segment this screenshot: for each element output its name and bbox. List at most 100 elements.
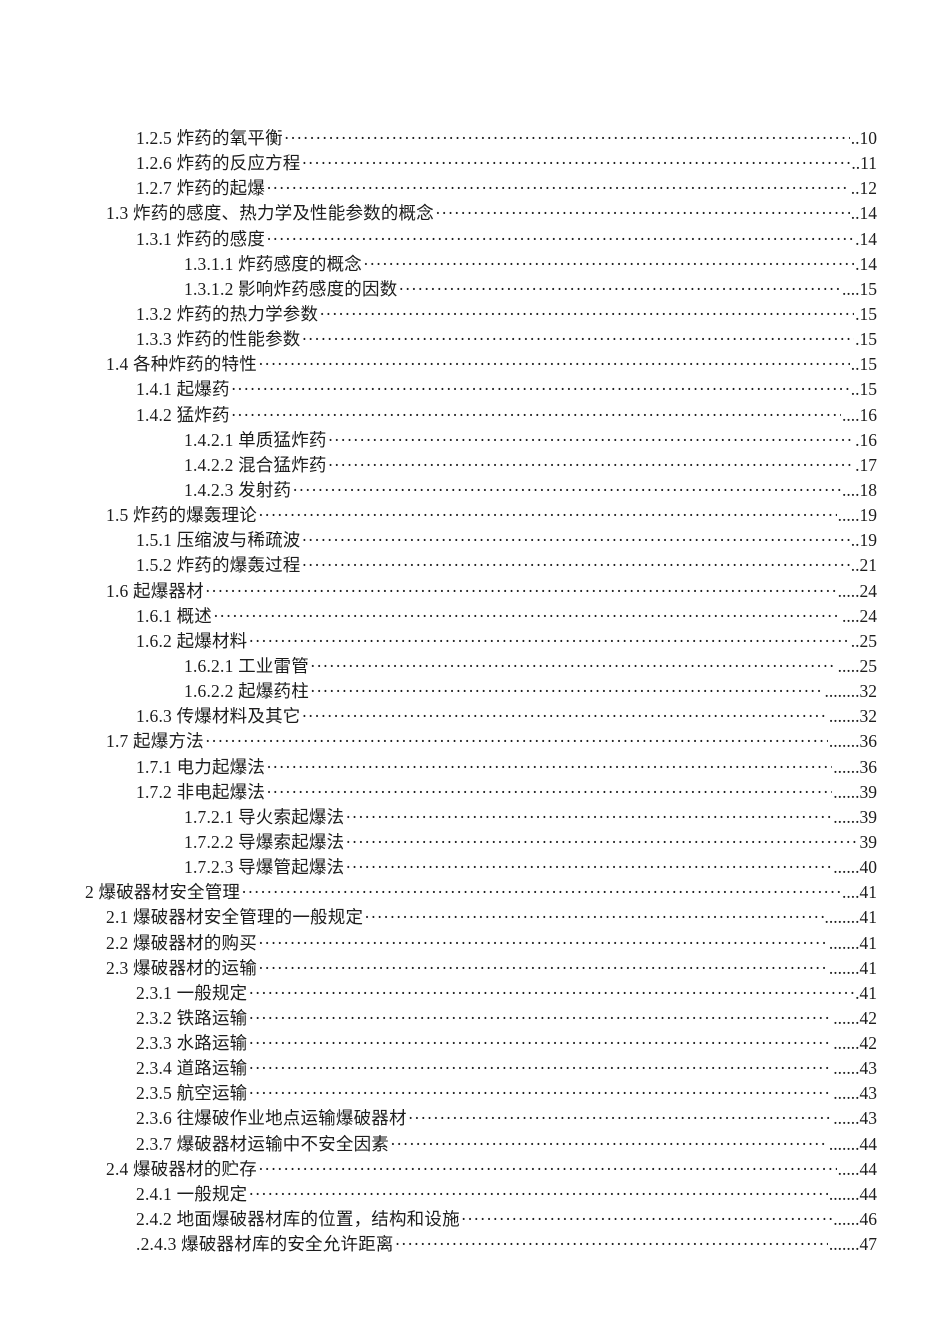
toc-entry-label: 2.3.2 铁路运输 [136,1007,248,1028]
toc-entry-page: ..11 [851,153,877,174]
toc-entry: 2.4 爆破器材的贮存 ·····························… [0,1157,877,1182]
toc-entry: 2.4.2 地面爆破器材库的位置，结构和设施 ··················… [0,1207,877,1232]
toc-entry-label: .2.4.3 爆破器材库的安全允许距离 [136,1234,394,1255]
toc-entry-page: ....41 [842,882,877,903]
toc-entry-page: ..10 [850,128,877,148]
toc-entry-page: .......36 [828,731,877,752]
toc-entry-label: 2.4.1 一般规定 [136,1183,248,1204]
toc-entry-page: ..21 [850,555,877,576]
toc-entry: 2.3.7 爆破器材运输中不安全因素 ······················… [0,1132,877,1157]
toc-entry-page: 39 [859,831,878,852]
toc-entry: 1.6.3 传爆材料及其它 ···························… [0,704,877,729]
dot-leader: ········································… [327,429,855,450]
toc-entry: 1.3 炸药的感度、热力学及性能参数的概念 ···················… [0,201,877,226]
toc-entry-label: 2.3.6 往爆破作业地点运输爆破器材 [136,1108,407,1129]
dot-leader: ········································… [248,1058,832,1079]
dot-leader: ········································… [204,731,828,752]
dot-leader: ········································… [248,1033,832,1054]
dot-leader: ········································… [292,479,841,500]
toc-entry: 1.7.1 电力起爆法 ·····························… [0,755,877,780]
toc-entry-page: ....18 [842,479,877,500]
dot-leader: ········································… [309,681,824,702]
toc-entry-page: .14 [855,228,877,249]
toc-entry-label: 2.3.5 航空运输 [136,1083,248,1104]
toc-entry-label: 2.3.4 道路运输 [136,1058,248,1079]
dot-leader: ········································… [241,882,841,903]
dot-leader: ········································… [248,1007,832,1028]
toc-entry: 2.3.2 铁路运输 ······························… [0,1006,877,1031]
toc-entry-page: .......47 [828,1234,877,1255]
toc-entry-label: 1.4.1 起爆药 [136,379,230,400]
toc-entry: 1.7.2.3 导爆管起爆法 ··························… [0,855,877,880]
toc-entry-label: 2.4.2 地面爆破器材库的位置，结构和设施 [136,1209,460,1230]
dot-leader: ········································… [266,228,855,249]
toc-entry-label: 1.2.6 炸药的反应方程 [136,153,301,174]
toc-entry: 1.3.1.1 炸药感度的概念 ·························… [0,252,877,277]
dot-leader: ········································… [257,354,850,375]
toc-entry: .2.4.3 爆破器材库的安全允许距离 ·····················… [0,1232,877,1257]
toc-entry: 1.4.2.1 单质猛炸药 ···························… [0,428,877,453]
dot-leader: ········································… [345,831,858,852]
dot-leader: ········································… [301,706,827,727]
toc-entry-page: ..15 [850,379,877,400]
toc-entry: 2.3.6 往爆破作业地点运输爆破器材 ·····················… [0,1106,877,1131]
toc-entry-page: ......40 [833,857,877,878]
dot-leader: ········································… [345,806,833,827]
dot-leader: ········································… [301,153,850,174]
toc-entry: 2.2 爆破器材的购买 ·····························… [0,931,877,956]
dot-leader: ········································… [345,857,833,878]
dot-leader: ········································… [257,1158,837,1179]
toc-entry: 2.3 爆破器材的运输 ·····························… [0,956,877,981]
toc-entry: 2.3.1 一般规定 ······························… [0,981,877,1006]
toc-entry: 1.6.1 概述 ································… [0,604,877,629]
toc-entry-page: ..15 [850,354,877,375]
toc-entry: 1.5.1 压缩波与稀疏波 ···························… [0,528,877,553]
dot-leader: ········································… [283,128,850,148]
dot-leader: ········································… [248,630,850,651]
toc-entry: 1.4.2.2 混合猛炸药 ···························… [0,453,877,478]
toc-entry-label: 2.2 爆破器材的购买 [106,932,257,953]
toc-entry-page: .......44 [828,1133,877,1154]
dot-leader: ········································… [309,655,837,676]
toc-entry-label: 1.2.7 炸药的起爆 [136,178,266,199]
toc-entry-label: 1.4.2.2 混合猛炸药 [184,454,327,475]
toc-entry-page: .17 [855,454,877,475]
toc-entry-page: .....25 [837,655,877,676]
toc-entry-label: 1.3.3 炸药的性能参数 [136,329,301,350]
toc-entry-label: 2.3.3 水路运输 [136,1033,248,1054]
toc-entry-page: ....15 [842,278,877,299]
dot-leader: ········································… [204,580,837,601]
dot-leader: ········································… [248,1183,828,1204]
toc-entry-label: 1.3.1.2 影响炸药感度的因数 [184,278,398,299]
toc-entry: 1.3.3 炸药的性能参数 ···························… [0,327,877,352]
toc-entry-page: .......41 [828,957,877,978]
toc-entry-page: ......42 [833,1007,877,1028]
toc-entry: 2 爆破器材安全管理 ······························… [0,880,877,905]
toc-entry-label: 1.3.1.1 炸药感度的概念 [184,253,362,274]
dot-leader: ········································… [230,379,850,400]
dot-leader: ········································… [248,1083,832,1104]
dot-leader: ········································… [266,756,832,777]
toc-entry-page: ......43 [833,1108,877,1129]
dot-leader: ········································… [266,178,850,199]
toc-entry-label: 1.3.2 炸药的热力学参数 [136,303,319,324]
toc-entry-label: 1.4.2.3 发射药 [184,479,292,500]
toc-entry-page: ........32 [824,681,878,702]
dot-leader: ········································… [460,1209,833,1230]
toc-entry-label: 1.5 炸药的爆轰理论 [106,505,257,526]
dot-leader: ········································… [257,957,828,978]
dot-leader: ········································… [212,605,841,626]
toc-entry-label: 2.4 爆破器材的贮存 [106,1158,257,1179]
toc-entry-page: ......36 [833,756,877,777]
toc-entry: 1.4.2.3 发射药 ·····························… [0,478,877,503]
toc-entry-page: ..12 [850,178,877,199]
toc-entry: 2.1 爆破器材安全管理的一般规定 ·······················… [0,905,877,930]
toc-entry-page: ......43 [833,1058,877,1079]
toc-entry-page: .16 [855,429,877,450]
dot-leader: ········································… [248,982,855,1003]
toc-entry: 1.6 起爆器材 ································… [0,579,877,604]
toc-entry: 2.3.3 水路运输 ······························… [0,1031,877,1056]
toc-entry-page: ......39 [833,781,877,802]
toc-entry: 1.2.5 炸药的氧平衡 ····························… [0,126,877,151]
toc-entry: 2.3.5 航空运输 ······························… [0,1081,877,1106]
